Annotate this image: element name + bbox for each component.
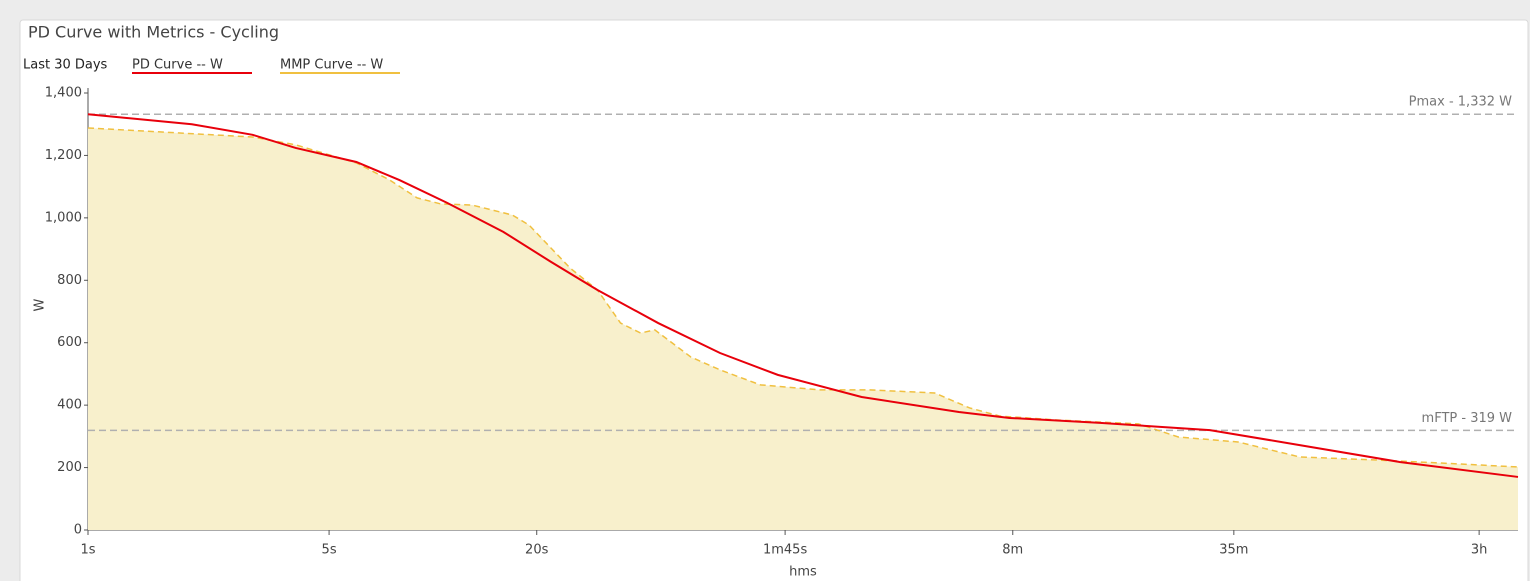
y-tick-label: 1,000 bbox=[45, 210, 82, 225]
x-tick-label: 3h bbox=[1471, 543, 1488, 558]
y-tick-label: 0 bbox=[74, 523, 82, 538]
area-fill bbox=[88, 127, 1518, 531]
y-tick-label: 1,200 bbox=[45, 148, 82, 163]
x-tick-label: 20s bbox=[525, 543, 549, 558]
legend-label[interactable]: PD Curve -- W bbox=[132, 58, 223, 73]
x-tick-label: 8m bbox=[1002, 543, 1023, 558]
reference-label: Pmax - 1,332 W bbox=[1409, 95, 1512, 110]
x-tick-label: 5s bbox=[322, 543, 337, 558]
chart-title: PD Curve with Metrics - Cycling bbox=[28, 23, 279, 42]
series-line bbox=[87, 113, 1519, 478]
x-tick-label: 35m bbox=[1219, 543, 1248, 558]
reference-label: mFTP - 319 W bbox=[1422, 411, 1513, 426]
period-label: Last 30 Days bbox=[23, 58, 108, 73]
y-tick-label: 800 bbox=[57, 273, 82, 288]
legend-label[interactable]: MMP Curve -- W bbox=[280, 58, 383, 73]
y-tick-label: 200 bbox=[57, 460, 82, 475]
y-tick-label: 1,400 bbox=[45, 86, 82, 101]
x-tick-label: 1m45s bbox=[763, 543, 807, 558]
y-tick-label: 600 bbox=[57, 335, 82, 350]
x-axis-label: hms bbox=[789, 565, 817, 580]
x-tick-label: 1s bbox=[80, 543, 95, 558]
series-line bbox=[87, 127, 1519, 468]
y-tick-label: 400 bbox=[57, 398, 82, 413]
y-axis-label: W bbox=[33, 298, 48, 311]
